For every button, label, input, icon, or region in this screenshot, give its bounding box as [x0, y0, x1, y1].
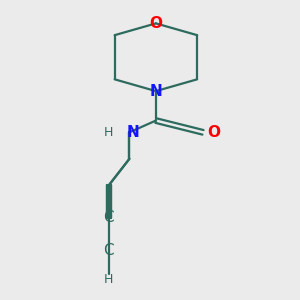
Text: C: C: [103, 210, 114, 225]
Text: O: O: [149, 16, 162, 31]
Text: N: N: [127, 125, 139, 140]
Text: N: N: [149, 84, 162, 99]
Text: H: H: [104, 273, 113, 286]
Text: H: H: [103, 126, 113, 139]
Text: C: C: [103, 243, 114, 258]
Text: O: O: [207, 125, 220, 140]
